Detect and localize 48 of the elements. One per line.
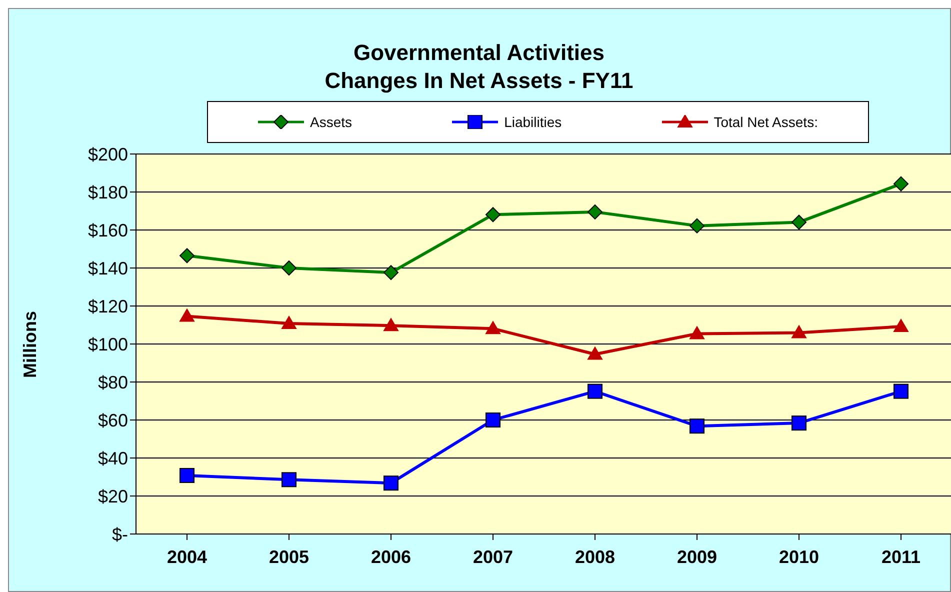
y-tick-label: $-: [112, 524, 128, 544]
point: [180, 308, 194, 322]
point: [690, 326, 704, 340]
chart-title: Governmental Activities Changes In Net Assets - FY11: [324, 39, 634, 95]
x-tick-label: 2007: [472, 546, 514, 567]
x-tick-label: 2010: [778, 546, 820, 567]
x-tick-label: 2008: [574, 546, 616, 567]
legend-label: Assets: [310, 114, 352, 130]
x-tick-label: 2011: [881, 546, 921, 567]
y-tick-label: $180: [88, 182, 128, 202]
legend-label: Total Net Assets:: [714, 114, 818, 130]
y-tick-label: $20: [98, 486, 128, 506]
point: [588, 346, 602, 360]
x-tick-label: 2006: [370, 546, 412, 567]
point: [384, 318, 398, 332]
point: [486, 321, 500, 334]
point: [180, 468, 194, 483]
point: [792, 416, 806, 431]
point: [588, 204, 602, 220]
point: [282, 260, 296, 276]
y-tick-label: $200: [88, 144, 128, 164]
point: [384, 265, 398, 280]
y-tick-label: $100: [88, 334, 128, 354]
point: [282, 316, 296, 329]
point: [894, 319, 908, 332]
point: [690, 418, 704, 434]
point: [486, 207, 500, 222]
point: [792, 325, 806, 338]
y-tick-label: $160: [88, 220, 128, 240]
y-tick-label: $120: [88, 296, 128, 316]
x-tick-label: 2004: [166, 546, 208, 567]
y-tick-label: $140: [88, 258, 128, 278]
point: [690, 218, 704, 234]
y-tick-label: $40: [98, 448, 128, 468]
y-tick-label: $80: [98, 372, 128, 392]
y-axis-title: Millions: [20, 310, 40, 378]
x-tick-label: 2005: [268, 546, 310, 567]
point: [486, 412, 500, 428]
point: [894, 176, 908, 192]
point: [282, 472, 296, 488]
y-tick-label: $60: [98, 410, 128, 430]
point: [588, 384, 602, 399]
x-tick-label: 2009: [676, 546, 718, 567]
point: [384, 476, 398, 491]
point: [792, 214, 806, 230]
point: [180, 248, 194, 264]
legend-label: Liabilities: [504, 114, 562, 130]
point: [894, 384, 908, 399]
